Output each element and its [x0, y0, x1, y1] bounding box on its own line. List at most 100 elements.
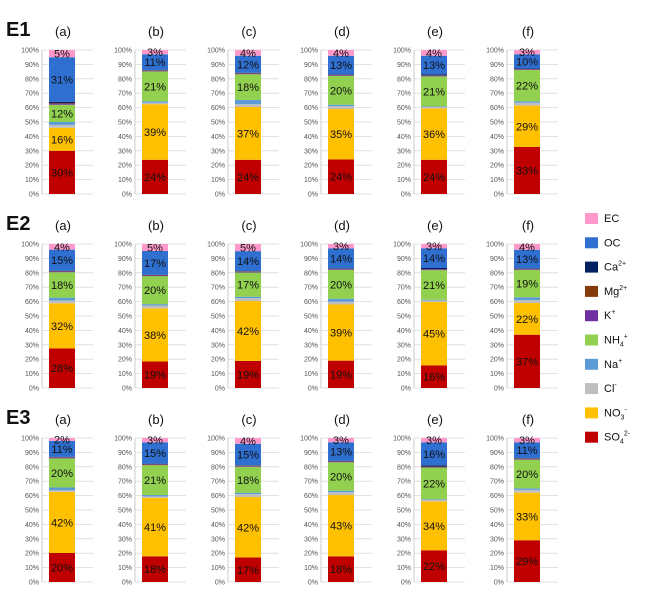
bar-segment-so4 [514, 540, 540, 582]
segment-label-no3: 39% [144, 127, 166, 139]
segment-label-so4: 18% [330, 564, 352, 576]
y-tick-label: 40% [397, 522, 411, 529]
bar-segment-nh4 [142, 71, 168, 102]
bar-segment-oc [142, 250, 168, 275]
legend-label-superscript: 2+ [618, 261, 626, 268]
segment-label-nh4: 20% [330, 279, 352, 291]
panel-label-e2-b: (b) [148, 218, 164, 233]
legend-label-mg: Mg2+ [604, 285, 627, 298]
legend-label-base: K [604, 310, 612, 322]
legend-swatch-cl [585, 383, 598, 395]
bar-segment-k [235, 271, 261, 273]
panel-label-e2-d: (d) [334, 218, 350, 233]
y-tick-label: 30% [304, 342, 318, 349]
segment-label-oc: 17% [144, 258, 166, 270]
legend-label-ec: EC [604, 213, 619, 225]
bar-segment-so4 [49, 348, 75, 388]
bar-segment-nh4 [514, 269, 540, 298]
bar-segment-cl [514, 489, 540, 493]
y-tick-label: 50% [397, 120, 411, 127]
y-tick-label: 60% [211, 105, 225, 112]
segment-label-so4: 19% [144, 370, 166, 382]
bar-segment-cl [421, 499, 447, 502]
panel-label-e1-a: (a) [55, 24, 71, 39]
y-tick-label: 0% [401, 192, 411, 199]
bar-segment-cl [514, 102, 540, 106]
panel-label-e3-e: (e) [427, 412, 443, 427]
y-tick-label: 90% [211, 256, 225, 263]
bar-segment-nh4 [421, 467, 447, 500]
y-tick-label: 40% [25, 522, 39, 529]
y-tick-label: 20% [25, 551, 39, 558]
y-tick-label: 90% [490, 62, 504, 69]
y-tick-label: 10% [25, 177, 39, 184]
bar-segment-ec [49, 50, 75, 58]
bar-segment-ec [142, 244, 168, 251]
bar-segment-ca [49, 101, 75, 103]
y-tick-label: 90% [118, 62, 132, 69]
y-tick-label: 10% [304, 371, 318, 378]
bar-segment-nh4 [421, 270, 447, 300]
y-tick-label: 20% [397, 551, 411, 558]
panel-label-e1-e: (e) [427, 24, 443, 39]
y-tick-label: 30% [397, 148, 411, 155]
bar-segment-nh4 [328, 75, 354, 105]
bar-segment-nh4 [49, 104, 75, 122]
bar-segment-k [49, 271, 75, 273]
bar-segment-so4 [49, 552, 75, 582]
segment-label-nh4: 21% [423, 280, 445, 292]
panel-label-e3-b: (b) [148, 412, 164, 427]
y-tick-label: 40% [304, 522, 318, 529]
bar-segment-ec [235, 50, 261, 56]
bar-segment-k [328, 461, 354, 463]
y-tick-label: 70% [397, 91, 411, 98]
bar-segment-oc [235, 55, 261, 73]
segment-label-nh4: 21% [144, 475, 166, 487]
bar-segment-nh4 [142, 276, 168, 305]
y-tick-label: 70% [211, 91, 225, 98]
legend-label-k: K+ [604, 309, 615, 322]
segment-label-oc: 15% [144, 448, 166, 460]
legend-label-nh4: NH4+ [604, 334, 628, 349]
segment-label-ec: 4% [240, 436, 256, 448]
segment-label-so4: 19% [237, 369, 259, 381]
y-tick-label: 0% [215, 192, 225, 199]
bar-segment-oc [514, 54, 540, 69]
y-tick-label: 60% [397, 299, 411, 306]
bar-segment-no3 [421, 301, 447, 366]
bar-segment-na [514, 297, 540, 301]
segment-label-no3: 29% [516, 121, 538, 133]
y-tick-label: 100% [114, 48, 132, 55]
bar-segment-k [142, 464, 168, 466]
legend-label-base: Ca [604, 262, 619, 274]
y-tick-label: 60% [397, 493, 411, 500]
y-tick-label: 30% [304, 536, 318, 543]
y-tick-label: 40% [118, 328, 132, 335]
bar-segment-so4 [514, 146, 540, 194]
y-tick-label: 50% [397, 508, 411, 515]
y-tick-label: 30% [304, 148, 318, 155]
segment-label-oc: 13% [330, 60, 352, 72]
bar-segment-oc [328, 55, 354, 75]
legend-label-base: Cl [604, 383, 614, 395]
segment-label-oc: 13% [423, 60, 445, 72]
bar-segment-so4 [235, 557, 261, 582]
panel-label-e1-c: (c) [241, 24, 256, 39]
bar-segment-nh4 [235, 74, 261, 100]
y-tick-label: 20% [25, 357, 39, 364]
legend-label-base: NO [604, 407, 621, 419]
bar-segment-ec [421, 50, 447, 56]
y-tick-label: 80% [397, 464, 411, 471]
segment-label-ec: 4% [333, 48, 349, 60]
segment-label-so4: 19% [330, 369, 352, 381]
bar-segment-no3 [421, 501, 447, 551]
legend-label-superscript: + [611, 309, 615, 316]
segment-label-so4: 37% [516, 356, 538, 368]
bar-segment-k [235, 466, 261, 467]
bar-segment-k [514, 458, 540, 460]
bar-segment-cl [49, 490, 75, 492]
panel-label-e2-f: (f) [522, 218, 534, 233]
y-tick-label: 20% [118, 357, 132, 364]
y-tick-label: 50% [25, 508, 39, 515]
